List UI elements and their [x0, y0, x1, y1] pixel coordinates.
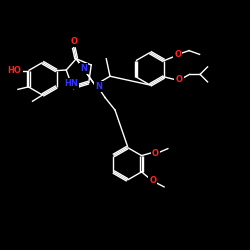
Text: O: O	[149, 176, 156, 185]
Text: N: N	[80, 64, 87, 73]
Text: HO: HO	[8, 66, 22, 75]
Text: O: O	[70, 37, 77, 46]
Text: N: N	[95, 82, 102, 91]
Text: HN: HN	[64, 79, 78, 88]
Text: O: O	[176, 75, 182, 84]
Text: O: O	[152, 148, 159, 158]
Text: O: O	[174, 50, 181, 59]
